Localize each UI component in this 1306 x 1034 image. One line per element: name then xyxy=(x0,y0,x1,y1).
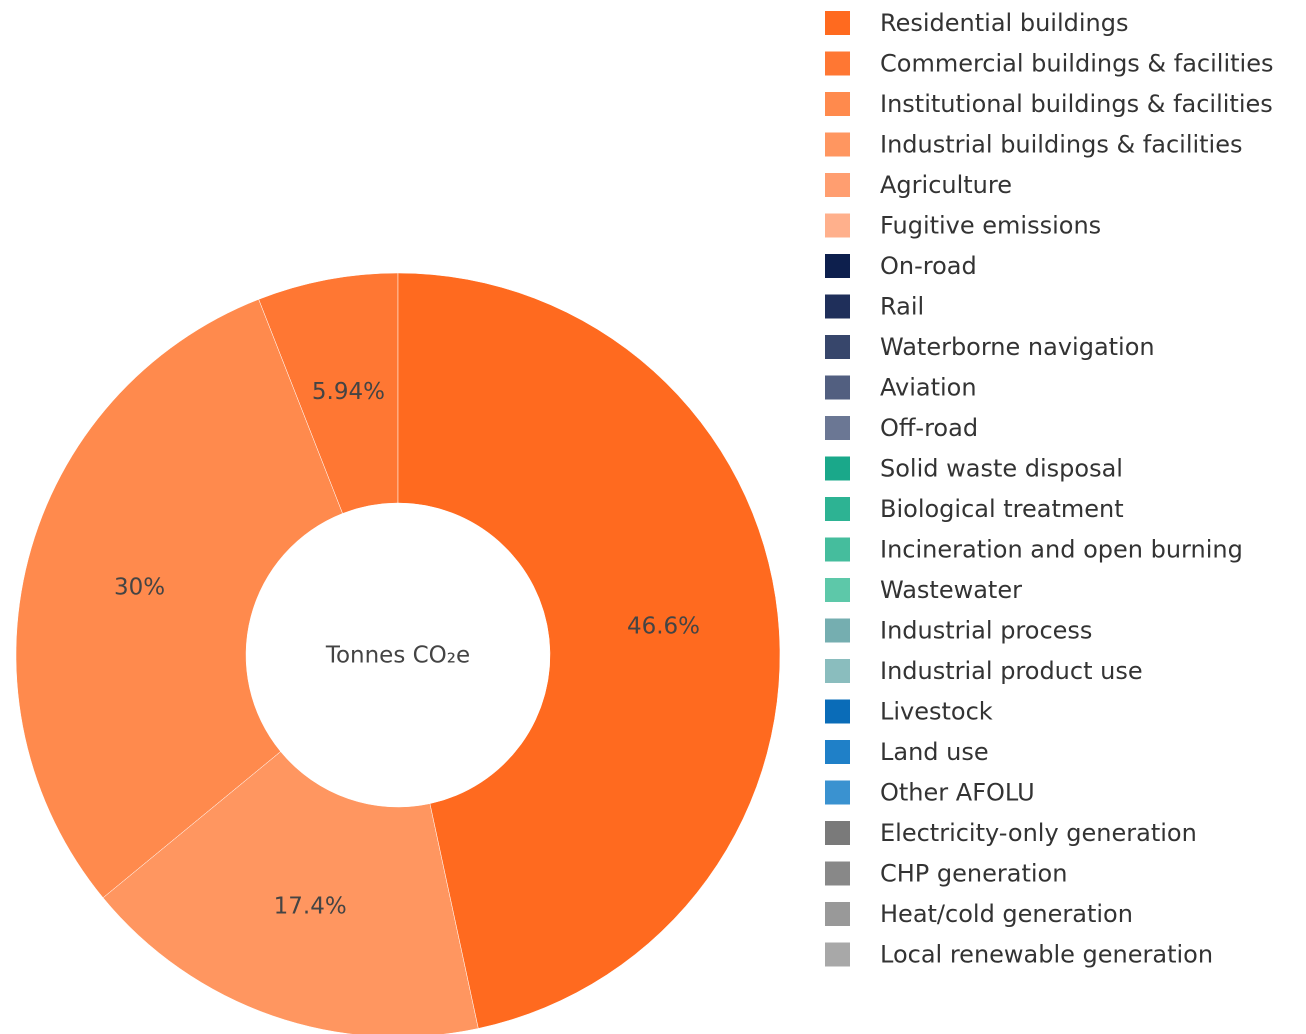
legend-label: Solid waste disposal xyxy=(880,455,1123,483)
legend-label: Other AFOLU xyxy=(880,779,1035,807)
legend-label: CHP generation xyxy=(880,860,1067,888)
legend-swatch xyxy=(825,861,850,886)
legend-swatch xyxy=(825,780,850,805)
legend-label: Commercial buildings & facilities xyxy=(880,50,1273,78)
center-label: Tonnes CO₂e xyxy=(325,643,470,669)
legend-label: Industrial buildings & facilities xyxy=(880,131,1243,159)
legend-swatch xyxy=(825,375,850,400)
legend-swatch xyxy=(825,740,850,764)
legend-label: Off-road xyxy=(880,414,978,442)
legend-label: Electricity-only generation xyxy=(880,819,1197,847)
legend-label: Biological treatment xyxy=(880,495,1124,523)
legend-swatch xyxy=(825,902,850,926)
slice xyxy=(15,299,343,899)
legend-swatch xyxy=(825,132,850,157)
legend-label: Land use xyxy=(880,738,989,766)
legend-label: Residential buildings xyxy=(880,9,1128,37)
legend-swatch xyxy=(825,11,850,35)
legend-label: Local renewable generation xyxy=(880,941,1213,969)
legend-swatch xyxy=(825,659,850,683)
slice-label: 17.4% xyxy=(274,894,347,920)
slice-label: 5.94% xyxy=(312,379,385,405)
legend-swatch xyxy=(825,618,850,643)
legend-label: Industrial process xyxy=(880,617,1092,645)
legend-swatch xyxy=(825,92,850,116)
legend-label: Wastewater xyxy=(880,576,1022,604)
legend-swatch xyxy=(825,335,850,359)
legend-swatch xyxy=(825,416,850,440)
slice xyxy=(102,751,479,1034)
legend-label: Aviation xyxy=(880,374,977,402)
legend-swatch xyxy=(825,537,850,562)
legend-swatch xyxy=(825,51,850,76)
slice-label: 30% xyxy=(114,574,165,600)
legend-swatch xyxy=(825,456,850,481)
legend-label: Fugitive emissions xyxy=(880,212,1101,240)
slice xyxy=(397,272,781,1029)
legend-label: Livestock xyxy=(880,698,993,726)
legend-label: Institutional buildings & facilities xyxy=(880,90,1273,118)
legend-label: Waterborne navigation xyxy=(880,333,1155,361)
legend-swatch xyxy=(825,173,850,197)
legend-swatch xyxy=(825,821,850,845)
slice-label: 46.6% xyxy=(627,613,700,639)
legend-swatch xyxy=(825,942,850,967)
legend-label: Industrial product use xyxy=(880,657,1143,685)
legend-swatch xyxy=(825,497,850,521)
legend-swatch xyxy=(825,213,850,238)
legend-swatch xyxy=(825,699,850,724)
legend-label: Agriculture xyxy=(880,171,1012,199)
legend-swatch xyxy=(825,294,850,319)
legend-label: Incineration and open burning xyxy=(880,536,1243,564)
legend-label: Heat/cold generation xyxy=(880,900,1133,928)
legend-label: Rail xyxy=(880,293,924,321)
legend-label: On-road xyxy=(880,252,977,280)
legend-swatch xyxy=(825,578,850,602)
legend-swatch xyxy=(825,254,850,278)
